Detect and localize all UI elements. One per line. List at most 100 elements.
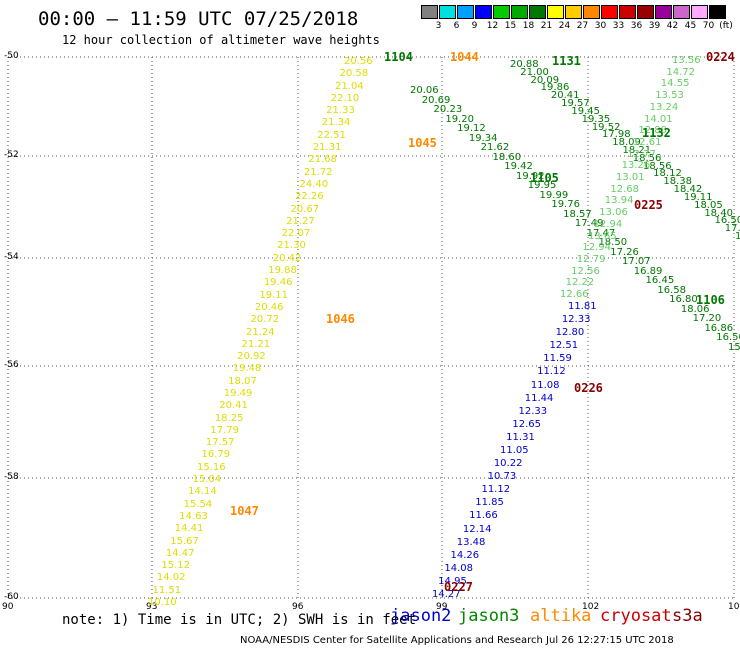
wave-height-value: 18.57 [563, 208, 592, 220]
wave-height-value: 18.56 [642, 160, 672, 172]
wave-height-value: 20.09 [530, 74, 560, 86]
wave-height-value: 18.06 [680, 303, 710, 315]
legend-swatch [619, 5, 636, 19]
wave-height-value: 13.01 [616, 172, 645, 183]
wave-height-value: 19.95 [527, 180, 557, 192]
wave-height-value: 20.88 [510, 59, 539, 70]
wave-height-value: 14.08 [444, 562, 473, 574]
wave-height-value: 19.11 [259, 289, 288, 301]
wave-height-value: 14.14 [188, 486, 217, 498]
wave-height-value: 12.65 [512, 418, 541, 430]
wave-height-value: 11.66 [469, 510, 498, 522]
pass-id: 1047 [230, 504, 259, 518]
pass-id: 1131 [552, 54, 581, 68]
pass-id: 1046 [326, 312, 355, 326]
satellite-name: cryosat [600, 606, 672, 626]
wave-height-value: 18.60 [492, 151, 522, 163]
wave-height-value: 19.11 [683, 191, 713, 203]
wave-height-value: 16.12 [735, 231, 740, 242]
wave-height-value: 13.56 [672, 55, 701, 66]
legend-value: 42 [666, 21, 679, 31]
page-title: 00:00 – 11:59 UTC 07/25/2018 [38, 8, 359, 30]
legend-unit: (ft) [719, 21, 733, 31]
wave-height-value: 12.94 [593, 218, 623, 230]
wave-height-value: 12.94 [582, 242, 612, 254]
x-tick-label: 102 [582, 602, 600, 612]
wave-height-value: 18.56 [632, 152, 662, 164]
pass-id: 1106 [696, 293, 725, 307]
wave-height-value: 19.35 [581, 113, 611, 125]
wave-height-value: 19.76 [551, 199, 580, 211]
x-tick-label: 90 [2, 602, 14, 612]
wave-height-value: 17.26 [610, 246, 639, 258]
wave-height-value: 20.72 [250, 314, 280, 326]
wave-height-value: 12.80 [638, 125, 668, 137]
pass-id: 1045 [408, 136, 437, 150]
legend-value: 36 [630, 21, 643, 31]
wave-height-value: 16.86 [704, 322, 734, 334]
wave-height-value: 12.33 [561, 314, 591, 326]
wave-height-value: 17.98 [602, 129, 631, 141]
wave-height-value: 17.57 [205, 437, 235, 449]
wave-height-value: 20.42 [272, 252, 302, 264]
wave-height-value: 20.06 [410, 85, 439, 96]
pass-id: 0226 [574, 381, 603, 395]
legend-value: 18 [522, 21, 535, 31]
wave-height-value: 21.24 [246, 326, 275, 338]
wave-height-value: 15.67 [170, 535, 199, 547]
wave-height-value: 20.41 [219, 400, 248, 412]
wave-height-value: 13.48 [456, 536, 486, 548]
wave-height-value: 18.12 [653, 168, 682, 180]
wave-height-value: 21.21 [241, 338, 271, 350]
footer-credit: NOAA/NESDIS Center for Satellite Applica… [240, 635, 674, 646]
wave-height-value: 19.34 [468, 132, 498, 144]
wave-height-value: 16.50 [716, 332, 740, 344]
legend-swatch [457, 5, 474, 19]
wave-height-value: 12.22 [565, 277, 595, 289]
wave-height-value: 12.77 [627, 148, 656, 160]
wave-height-value: 19.99 [539, 189, 569, 201]
legend-swatch [601, 5, 618, 19]
wave-height-value: 21.27 [286, 215, 315, 227]
wave-height-value: 11.12 [481, 484, 511, 496]
wave-height-value: 17.47 [586, 227, 616, 239]
wave-height-value: 19.45 [571, 105, 600, 117]
wave-height-value: 21.31 [312, 142, 342, 154]
wave-height-value: 20.58 [339, 68, 369, 80]
legend-swatch [655, 5, 672, 19]
legend-swatch [547, 5, 564, 19]
legend-swatch [493, 5, 510, 19]
wave-height-value: 14.72 [666, 66, 696, 78]
y-tick-label: -52 [4, 150, 19, 160]
wave-height-value: 11.51 [152, 584, 182, 596]
wave-height-value: 15.44 [728, 342, 740, 353]
legend-swatch [565, 5, 582, 19]
wave-height-value: 11.59 [543, 353, 572, 365]
satellite-name: jason3 [458, 606, 520, 626]
wave-height-value: 20.69 [421, 94, 451, 106]
legend-swatch [637, 5, 654, 19]
wave-height-value: 20.92 [237, 351, 266, 363]
legend-swatch [421, 5, 438, 19]
wave-height-value: 12.80 [555, 327, 585, 339]
pass-id: 1105 [530, 171, 559, 185]
wave-height-value: 12.61 [632, 136, 662, 148]
wave-height-value: 11.31 [506, 431, 535, 443]
wave-height-value: 19.57 [561, 98, 590, 110]
legend-value: 27 [576, 21, 589, 31]
wave-height-value: 22.26 [295, 191, 324, 203]
page-subtitle: 12 hour collection of altimeter wave hei… [62, 33, 380, 47]
wave-height-value: 12.79 [576, 253, 606, 265]
legend-value: 24 [558, 21, 571, 31]
pass-id: 0227 [444, 580, 473, 594]
wave-height-value: 11.85 [475, 497, 504, 509]
y-tick-label: -60 [4, 592, 19, 602]
wave-height-value: 19.86 [540, 82, 570, 94]
wave-height-value: 10.10 [148, 597, 177, 608]
wave-height-value: 21.72 [303, 166, 333, 178]
wave-height-value: 22.10 [330, 92, 360, 104]
wave-height-value: 12.51 [549, 340, 579, 352]
satellite-name: jason2 [390, 606, 452, 626]
